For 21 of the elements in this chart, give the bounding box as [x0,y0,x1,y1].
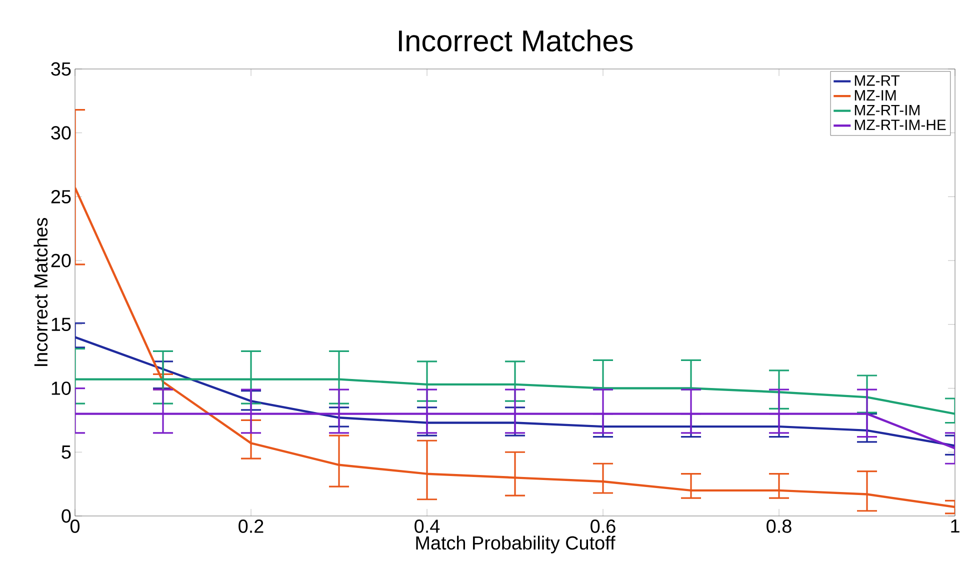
y-tick-label: 30 [51,126,71,140]
x-tick-label: 0 [70,520,80,533]
x-tick-label: 1 [951,520,960,533]
y-tick-label: 5 [62,446,71,459]
x-tick-label: 0.8 [766,520,792,533]
y-tick-label: 35 [51,62,71,76]
x-axis-title: Match Probability Cutoff [416,536,616,554]
legend-label: MZ-RT [854,75,900,86]
y-tick-label: 25 [51,190,71,204]
y-tick-label: 0 [62,509,71,523]
x-tick-label: 0.4 [414,520,440,533]
chart-title: Incorrect Matches [399,30,633,52]
x-tick-label: 0.6 [590,520,616,533]
y-tick-label: 20 [51,254,71,268]
legend-label: MZ-IM [854,90,896,100]
legend-label: MZ-RT-IM [854,104,920,116]
y-tick-label: 10 [52,382,71,395]
y-axis-title: Incorrect Matches [34,218,48,366]
x-tick-label: 0.2 [238,520,264,533]
y-tick-label: 15 [52,318,71,332]
legend-label: MZ-RT-IM-HE [854,120,946,130]
